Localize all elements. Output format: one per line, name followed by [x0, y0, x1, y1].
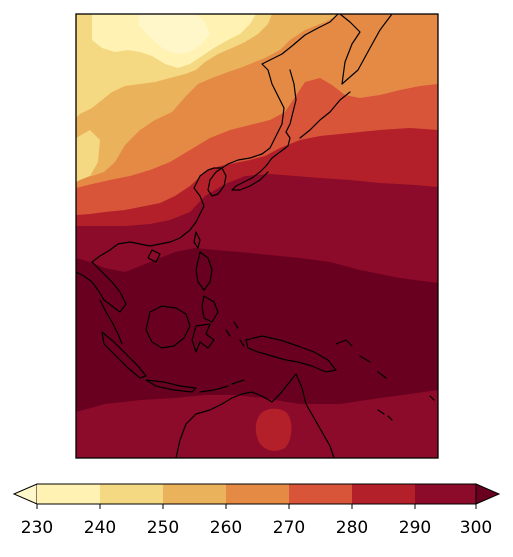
- colorbar-tick-label-300: 300: [460, 518, 492, 538]
- coast-indochina: [76, 261, 127, 313]
- band-lt230: [138, 14, 210, 54]
- colorbar-segment-270-280: [289, 484, 352, 504]
- colorbar-tick-label-260: 260: [210, 518, 242, 538]
- coast-japan: [231, 131, 291, 191]
- coast-taiwan: [193, 231, 201, 249]
- coast-okhotsk: [261, 14, 339, 155]
- colorbar-segment-240-250: [100, 484, 163, 504]
- colorbar-tick-label-290: 290: [399, 518, 431, 538]
- colorbar-extend-max: [475, 483, 501, 505]
- coast-china: [91, 153, 263, 263]
- colorbar-tick-label-250: 250: [147, 518, 179, 538]
- coastlines: [76, 14, 435, 458]
- colorbar-outline: [37, 483, 476, 505]
- band-240-250-west: [76, 130, 100, 182]
- coast-sumatra: [101, 331, 147, 379]
- colorbar-tick-label-270: 270: [273, 518, 305, 538]
- coast-sakhalin: [285, 69, 297, 133]
- colorbar-segment-250-260: [163, 484, 226, 504]
- coast-timor: [199, 379, 245, 393]
- coast-java: [145, 379, 197, 393]
- colorbar-tick-label-230: 230: [21, 518, 53, 538]
- map-frame: [75, 13, 439, 459]
- coast-mindanao: [201, 295, 219, 323]
- colorbar-tick-label-240: 240: [84, 518, 116, 538]
- coast-australia: [175, 373, 335, 458]
- coast-korea: [207, 167, 227, 197]
- colorbar-segment-290-300: [415, 484, 476, 504]
- colorbar-ticks: [36, 504, 477, 509]
- coast-pacific-islands: [377, 395, 435, 421]
- coast-malaya: [99, 299, 123, 345]
- coast-sulawesi: [191, 323, 215, 353]
- coast-kamchatka: [339, 14, 393, 85]
- coast-hainan: [147, 249, 161, 263]
- coast-moluccas: [225, 321, 245, 347]
- band-280-290-australia: [255, 408, 292, 451]
- coast-kurils: [299, 91, 351, 139]
- colorbar-segment-280-290: [352, 484, 415, 504]
- coast-new-guinea: [245, 335, 337, 373]
- coast-bismarck: [335, 339, 387, 379]
- coast-luzon: [195, 251, 213, 291]
- colorbar-segment-260-270: [226, 484, 289, 504]
- colorbar: 230 240 250 260 270 280 290 300: [12, 483, 501, 538]
- coast-borneo: [145, 305, 191, 349]
- colorbar-segment-230-240: [37, 484, 100, 504]
- colorbar-tick-labels: 230 240 250 260 270 280 290 300: [21, 518, 492, 538]
- map-panel: [76, 14, 438, 458]
- colorbar-extend-min: [12, 483, 38, 505]
- colorbar-tick-label-280: 280: [336, 518, 368, 538]
